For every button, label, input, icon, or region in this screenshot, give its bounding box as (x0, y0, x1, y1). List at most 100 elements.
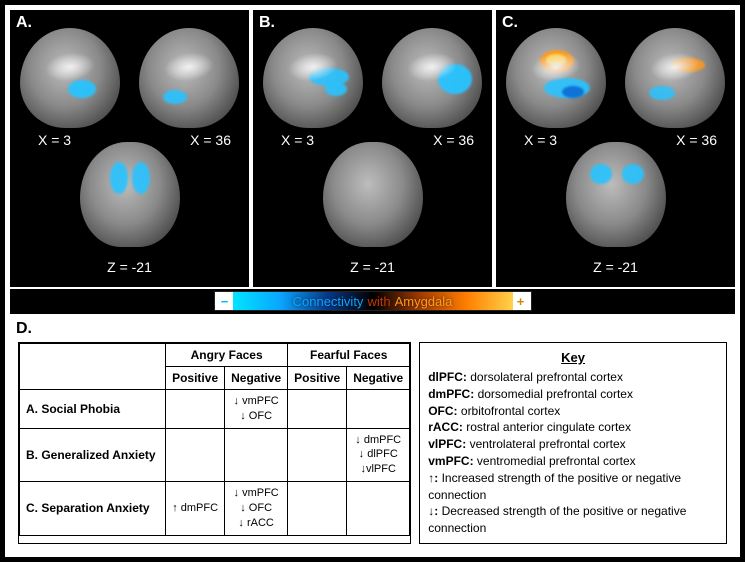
coord-z: Z = -21 (350, 259, 395, 275)
figure-frame: A. X = 3 X = 36 Z = -21 B. X = 3 X = 36 … (5, 5, 740, 557)
activation-overlay (540, 50, 574, 72)
coord-z: Z = -21 (593, 259, 638, 275)
activation-overlay (110, 162, 128, 194)
activation-overlay (546, 54, 566, 66)
key-line: dlPFC: dorsolateral prefrontal cortex (428, 369, 718, 386)
key-full: orbitofrontal cortex (461, 404, 560, 418)
coord-x-left: X = 3 (524, 132, 557, 148)
brain-sagittal-medial (506, 28, 606, 128)
brain-sagittal-medial (20, 28, 120, 128)
activation-overlay (163, 90, 187, 104)
colorbar-word-amygdala: Amygdala (393, 294, 455, 309)
results-table-box: Angry Faces Fearful Faces Positive Negat… (18, 342, 411, 544)
table-row: B. Generalized Anxiety↓ dmPFC↓ dlPFC↓vlP… (20, 428, 410, 482)
key-abbr: vlPFC: (428, 437, 469, 451)
table-corner (20, 343, 166, 389)
brain-sagittal-lateral (139, 28, 239, 128)
key-full: dorsomedial prefrontal cortex (478, 387, 633, 401)
brain-axial (323, 142, 423, 247)
brain-axial (566, 142, 666, 247)
brain-sagittal-medial (263, 28, 363, 128)
key-abbr: ↓: (428, 504, 441, 518)
table-cell: ↓ vmPFC↓ OFC↓ rACC (225, 482, 288, 536)
coord-x-right: X = 36 (190, 132, 231, 148)
colgroup-angry: Angry Faces (166, 343, 288, 366)
key-abbr: vmPFC: (428, 454, 477, 468)
key-full: rostral anterior cingulate cortex (466, 420, 631, 434)
colorbar-word-connectivity: Connectivity (291, 294, 366, 309)
brain-sagittal-lateral (625, 28, 725, 128)
panel-b: B. X = 3 X = 36 Z = -21 (251, 8, 494, 289)
table-cell (288, 389, 347, 428)
panel-d: D. Angry Faces Fearful Faces Positive Ne… (8, 314, 737, 554)
key-line: OFC: orbitofrontal cortex (428, 403, 718, 420)
key-abbr: dlPFC: (428, 370, 470, 384)
subcol-pos-1: Positive (166, 366, 225, 389)
panel-d-label: D. (16, 320, 32, 338)
key-box: Key dlPFC: dorsolateral prefrontal corte… (419, 342, 727, 544)
activation-overlay (68, 80, 96, 98)
activation-overlay (438, 64, 472, 94)
brain-panels-row: A. X = 3 X = 36 Z = -21 B. X = 3 X = 36 … (8, 8, 737, 289)
key-abbr: ↑: (428, 471, 441, 485)
key-abbr: rACC: (428, 420, 466, 434)
key-abbr: dmPFC: (428, 387, 477, 401)
panel-a-grid: X = 3 X = 36 Z = -21 (10, 10, 249, 287)
key-full: Increased strength of the positive or ne… (428, 471, 681, 502)
table-cell: ↓ dmPFC↓ dlPFC↓vlPFC (347, 428, 410, 482)
panel-c: C. X = 3 X = 36 Z = -21 (494, 8, 737, 289)
table-cell (166, 428, 225, 482)
key-full: dorsolateral prefrontal cortex (470, 370, 623, 384)
key-full: Decreased strength of the positive or ne… (428, 504, 686, 535)
brain-axial (80, 142, 180, 247)
panel-c-grid: X = 3 X = 36 Z = -21 (496, 10, 735, 287)
key-title: Key (428, 349, 718, 367)
table-cell (225, 428, 288, 482)
activation-overlay (325, 82, 347, 96)
activation-overlay (649, 86, 675, 100)
colorbar-row: − Connectivity with Amygdala + (8, 289, 737, 314)
coord-z: Z = -21 (107, 259, 152, 275)
colorbar-gradient: Connectivity with Amygdala (233, 292, 513, 310)
coord-x-right: X = 36 (433, 132, 474, 148)
table-row: C. Separation Anxiety↑ dmPFC↓ vmPFC↓ OFC… (20, 482, 410, 536)
panel-b-grid: X = 3 X = 36 Z = -21 (253, 10, 492, 287)
colgroup-fearful: Fearful Faces (288, 343, 410, 366)
key-line: vlPFC: ventrolateral prefrontal cortex (428, 436, 718, 453)
key-line: vmPFC: ventromedial prefrontal cortex (428, 453, 718, 470)
table-header-row-1: Angry Faces Fearful Faces (20, 343, 410, 366)
activation-overlay (622, 164, 644, 184)
key-line: rACC: rostral anterior cingulate cortex (428, 419, 718, 436)
colorbar-neg-symbol: − (217, 292, 233, 310)
table-cell (347, 389, 410, 428)
table-cell (288, 428, 347, 482)
key-abbr: OFC: (428, 404, 461, 418)
activation-overlay (590, 164, 612, 184)
table-cell: ↓ vmPFC↓ OFC (225, 389, 288, 428)
table-cell (347, 482, 410, 536)
brain-sagittal-lateral (382, 28, 482, 128)
subcol-pos-2: Positive (288, 366, 347, 389)
colorbar-wrap: − Connectivity with Amygdala + (214, 291, 532, 311)
activation-overlay (562, 86, 584, 98)
coord-x-right: X = 36 (676, 132, 717, 148)
results-table: Angry Faces Fearful Faces Positive Negat… (19, 343, 410, 536)
key-full: ventrolateral prefrontal cortex (470, 437, 626, 451)
panel-a: A. X = 3 X = 36 Z = -21 (8, 8, 251, 289)
row-label: A. Social Phobia (20, 389, 166, 428)
activation-overlay (671, 58, 705, 72)
table-cell (288, 482, 347, 536)
key-line: dmPFC: dorsomedial prefrontal cortex (428, 386, 718, 403)
colorbar-pos-symbol: + (513, 292, 529, 310)
key-line: ↓: Decreased strength of the positive or… (428, 503, 718, 537)
coord-x-left: X = 3 (38, 132, 71, 148)
table-row: A. Social Phobia ↓ vmPFC↓ OFC (20, 389, 410, 428)
key-full: ventromedial prefrontal cortex (477, 454, 636, 468)
row-label: C. Separation Anxiety (20, 482, 166, 536)
key-line: ↑: Increased strength of the positive or… (428, 470, 718, 504)
subcol-neg-2: Negative (347, 366, 410, 389)
table-cell: ↑ dmPFC (166, 482, 225, 536)
colorbar-word-with: with (365, 294, 392, 309)
activation-overlay (132, 162, 150, 194)
coord-x-left: X = 3 (281, 132, 314, 148)
